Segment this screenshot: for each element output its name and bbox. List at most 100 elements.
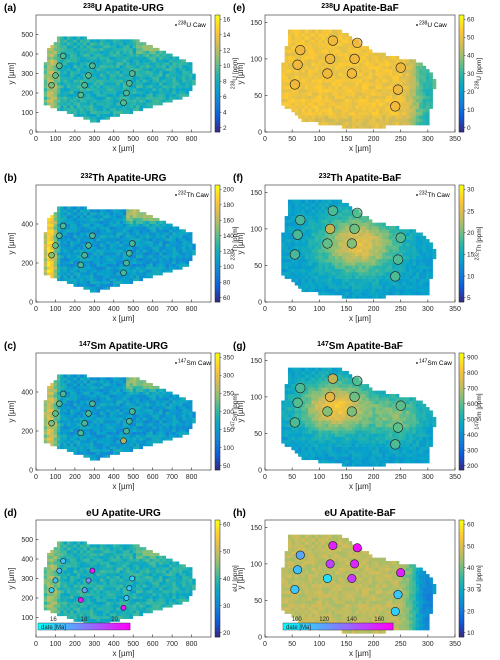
heatmap-cell	[409, 92, 413, 96]
heatmap-cell	[321, 209, 326, 214]
heatmap-cell	[301, 78, 306, 83]
heatmap-cell	[351, 268, 356, 273]
analysis-spot	[123, 89, 130, 97]
heatmap-cell	[409, 111, 413, 116]
heatmap-cell	[116, 226, 120, 230]
heatmap-cell	[63, 249, 68, 253]
heatmap-cell	[93, 70, 97, 74]
heatmap-cell	[99, 235, 104, 239]
colorbar-segment	[459, 58, 464, 63]
heatmap-cell	[331, 46, 336, 50]
heatmap-cell	[172, 252, 176, 256]
colorbar-segment	[459, 196, 464, 200]
heatmap-cell	[96, 56, 101, 60]
heatmap-cell	[291, 219, 296, 223]
heatmap-cell	[291, 216, 296, 220]
heatmap-cell	[60, 431, 64, 435]
heatmap-cell	[109, 217, 114, 222]
heatmap-cell	[415, 248, 420, 253]
heatmap-cell	[392, 75, 396, 80]
heatmap-cell	[149, 79, 153, 83]
heatmap-cell	[182, 70, 186, 74]
heatmap-cell	[284, 255, 289, 260]
heatmap-cell	[362, 229, 366, 233]
colorbar-segment	[215, 96, 220, 101]
heatmap-cell	[385, 265, 390, 270]
heatmap-cell	[335, 108, 339, 113]
heatmap-cell	[345, 291, 349, 296]
heatmap-cell	[116, 62, 120, 66]
heatmap-cell	[281, 78, 285, 83]
heatmap-cell	[358, 291, 363, 296]
heatmap-cell	[132, 105, 137, 109]
heatmap-cell	[325, 29, 329, 34]
heatmap-cell	[80, 434, 84, 438]
heatmap-cell	[338, 199, 343, 204]
heatmap-cell	[109, 246, 114, 250]
heatmap-cell	[70, 110, 74, 114]
heatmap-cell	[73, 374, 78, 378]
colorbar-segment	[459, 240, 464, 244]
heatmap-cell	[66, 36, 71, 40]
heatmap-cell	[291, 239, 296, 243]
heatmap-cell	[116, 266, 120, 270]
heatmap-cell	[165, 96, 170, 100]
heatmap-cell	[50, 93, 54, 97]
heatmap-cell	[116, 215, 120, 219]
heatmap-cell	[429, 248, 433, 253]
heatmap-cell	[409, 59, 413, 63]
heatmap-cell	[103, 209, 107, 213]
heatmap-cell	[122, 209, 127, 213]
heatmap-cell	[83, 116, 87, 120]
heatmap-cell	[358, 232, 363, 237]
heatmap-cell	[73, 440, 78, 444]
heatmap-cell	[126, 266, 130, 270]
heatmap-cell	[395, 118, 400, 123]
heatmap-cell	[63, 423, 68, 427]
heatmap-cell	[301, 245, 306, 250]
heatmap-cell	[298, 78, 302, 83]
heatmap-cell	[314, 209, 319, 214]
heatmap-cell	[284, 62, 289, 67]
analysis-spot	[289, 249, 300, 260]
heatmap-cell	[109, 212, 114, 216]
analysis-spot	[81, 252, 88, 259]
heatmap-cell	[298, 199, 302, 204]
x-tick-label: 50	[288, 306, 296, 313]
heatmap-cell	[335, 232, 339, 237]
heatmap-cell	[368, 275, 373, 279]
heatmap-cell	[89, 269, 94, 273]
heatmap-cell	[93, 246, 97, 250]
heatmap-cell	[341, 212, 346, 217]
heatmap-cell	[43, 82, 48, 86]
heatmap-cell	[139, 53, 143, 57]
heatmap-cell	[126, 243, 130, 247]
heatmap-cell	[372, 121, 376, 126]
heatmap-cell	[301, 88, 306, 93]
heatmap-cell	[419, 239, 423, 243]
heatmap-cell	[365, 235, 370, 240]
heatmap-cell	[385, 121, 390, 126]
heatmap-cell	[318, 272, 322, 276]
heatmap-cell	[284, 235, 289, 240]
heatmap-cell	[159, 90, 163, 94]
heatmap-cell	[409, 108, 413, 113]
analysis-spot	[392, 84, 404, 95]
heatmap-cell	[73, 70, 78, 74]
heatmap-cell	[388, 245, 393, 250]
heatmap-cell	[56, 223, 61, 227]
heatmap-cell	[288, 202, 292, 207]
heatmap-cell	[132, 47, 137, 52]
heatmap-cell	[172, 257, 176, 262]
heatmap-cell	[288, 245, 292, 250]
heatmap-cell	[405, 285, 410, 289]
heatmap-cell	[405, 111, 410, 116]
heatmap-cell	[358, 118, 363, 123]
heatmap-cell	[291, 88, 296, 93]
heatmap-cell	[96, 85, 101, 89]
heatmap-cell	[419, 69, 423, 73]
heatmap-cell	[335, 111, 339, 116]
heatmap-cell	[76, 443, 81, 447]
heatmap-cell	[422, 245, 427, 250]
